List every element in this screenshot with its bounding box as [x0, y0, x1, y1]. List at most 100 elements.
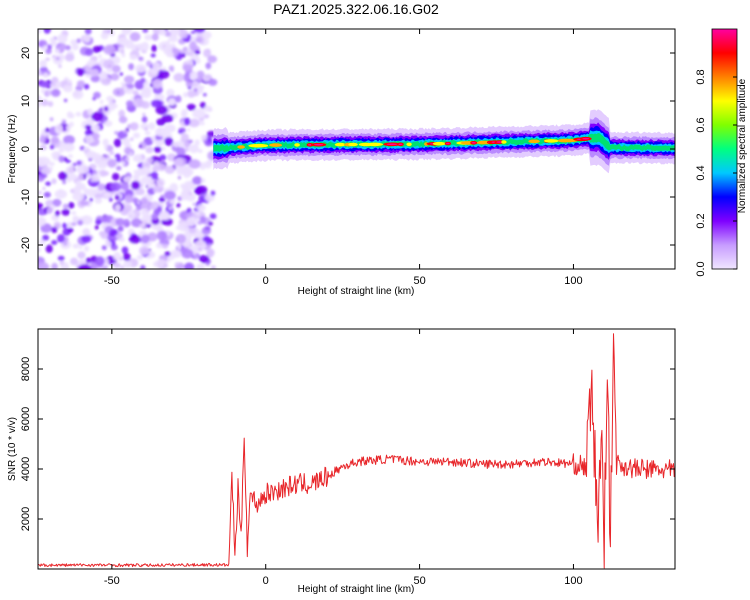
snr-x-tick-label: 100	[564, 575, 582, 587]
spectrogram-noise-blob	[100, 32, 109, 40]
spectrogram-noise-blob	[153, 187, 160, 193]
spectrogram-noise-blob	[54, 124, 64, 134]
snr-y-label: SNR (10 * v/v)	[7, 417, 18, 481]
spectrogram-noise-blob	[61, 208, 70, 216]
chart-title: PAZ1.2025.322.06.16.G02	[273, 1, 439, 17]
spectrogram-noise-blob	[123, 260, 133, 269]
spectrogram-noise-blob	[68, 154, 73, 159]
spectrogram-hotspot	[559, 138, 578, 143]
spectrogram-noise-blob	[164, 137, 174, 146]
spectrogram-x-tick-label: 50	[413, 275, 425, 287]
spectrogram-noise-blob	[151, 33, 159, 41]
spectrogram-noise-blob	[194, 139, 200, 146]
spectrogram-noise-blob	[79, 200, 86, 206]
spectrogram-noise-blob	[90, 75, 100, 83]
spectrogram-noise-blob	[118, 109, 125, 118]
spectrogram-noise-blob	[121, 29, 133, 34]
spectrogram-noise-blob	[67, 173, 78, 181]
spectrogram-noise-blob	[156, 243, 164, 249]
spectrogram-noise-blob	[62, 120, 66, 125]
spectrogram-noise-blob	[178, 130, 183, 134]
spectrogram-noise-blob	[84, 124, 92, 130]
spectrogram-noise-blob	[122, 218, 131, 228]
spectrogram-x-axis: -50 0 50 100	[104, 29, 583, 287]
spectrogram-noise-blob	[54, 49, 60, 54]
snr-x-axis: -50 0 50 100	[104, 329, 583, 587]
spectrogram-noise-blob	[77, 251, 86, 259]
spectrogram-noise-blob	[189, 71, 198, 81]
spectrogram-noise-blob	[120, 159, 124, 163]
spectrogram-noise-blob	[192, 108, 206, 119]
spectrogram-noise-blob	[190, 30, 196, 35]
spectrogram-noise-region	[38, 29, 220, 269]
spectrogram-noise-blob	[40, 173, 48, 179]
spectrogram-noise-blob	[55, 56, 60, 61]
spectrogram-noise-blob	[188, 118, 200, 128]
spectrogram-noise-blob	[92, 45, 102, 53]
spectrogram-noise-blob	[93, 91, 101, 99]
spectrogram-hotspot	[237, 145, 245, 149]
spectrogram-noise-blob	[109, 229, 119, 236]
spectrogram-noise-blob	[147, 232, 158, 242]
spectrogram-noise-blob	[62, 241, 68, 246]
spectrogram-noise-blob	[69, 164, 74, 168]
spectrogram-noise-blob	[206, 48, 211, 53]
spectrogram-noise-blob	[98, 54, 102, 59]
spectrogram-noise-blob	[75, 180, 82, 187]
spectrogram-noise-blob	[138, 144, 143, 149]
spectrogram-noise-blob	[95, 256, 105, 267]
spectrogram-noise-blob	[151, 171, 158, 180]
spectrogram-noise-blob	[38, 29, 42, 34]
spectrogram-noise-blob	[38, 159, 45, 168]
spectrogram-y-tick-label: -20	[20, 237, 32, 253]
spectrogram-noise-blob	[145, 146, 154, 154]
spectrogram-noise-blob	[116, 165, 122, 171]
spectrogram-noise-blob	[198, 254, 210, 263]
spectrogram-noise-blob	[75, 111, 82, 117]
spectrogram-noise-blob	[188, 144, 200, 154]
spectrogram-noise-blob	[204, 193, 215, 202]
spectrogram-noise-blob	[195, 58, 201, 64]
spectrogram-noise-blob	[94, 225, 99, 230]
spectrogram-noise-blob	[127, 210, 135, 220]
spectrogram-noise-blob	[83, 83, 90, 90]
spectrogram-noise-blob	[129, 32, 141, 42]
spectrogram-noise-blob	[39, 144, 48, 151]
spectrogram-noise-blob	[207, 159, 213, 166]
spectrogram-noise-blob	[49, 117, 54, 122]
spectrogram-noise-blob	[162, 243, 169, 249]
spectrogram-hotspot	[544, 139, 559, 143]
spectrogram-noise-blob	[192, 202, 196, 206]
spectrogram-noise-blob	[113, 138, 122, 148]
spectrogram-noise-blob	[138, 56, 143, 61]
spectrogram-noise-blob	[65, 159, 71, 164]
spectrogram-noise-blob	[156, 178, 166, 187]
spectrogram-noise-blob	[186, 103, 196, 111]
spectrogram-hotspot	[294, 143, 300, 147]
spectrogram-noise-blob	[54, 81, 62, 88]
spectrogram-noise-blob	[76, 38, 81, 44]
spectrogram-noise-blob	[123, 253, 131, 261]
spectrogram-noise-blob	[54, 189, 68, 199]
spectrogram-signal-band	[213, 109, 675, 174]
spectrogram-noise-blob	[140, 208, 150, 217]
spectrogram-noise-blob	[159, 154, 167, 161]
spectrogram-noise-blob	[195, 185, 208, 195]
spectrogram-noise-blob	[94, 197, 103, 204]
spectrogram-noise-blob	[51, 226, 58, 234]
spectrogram-noise-blob	[151, 213, 159, 220]
spectrogram-noise-blob	[181, 109, 188, 117]
spectrogram-noise-blob	[194, 50, 201, 55]
spectrogram-noise-blob	[133, 172, 140, 181]
spectrogram-noise-blob	[113, 262, 121, 269]
spectrogram-noise-blob	[169, 29, 181, 36]
spectrogram-noise-blob	[144, 127, 149, 131]
spectrogram-x-tick-label: -50	[104, 275, 120, 287]
spectrogram-noise-blob	[195, 211, 201, 216]
spectrogram-noise-blob	[168, 206, 173, 211]
spectrogram-noise-blob	[135, 64, 147, 73]
spectrogram-noise-blob	[83, 33, 91, 43]
spectrogram-noise-blob	[108, 197, 113, 202]
spectrogram-noise-blob	[139, 246, 150, 256]
